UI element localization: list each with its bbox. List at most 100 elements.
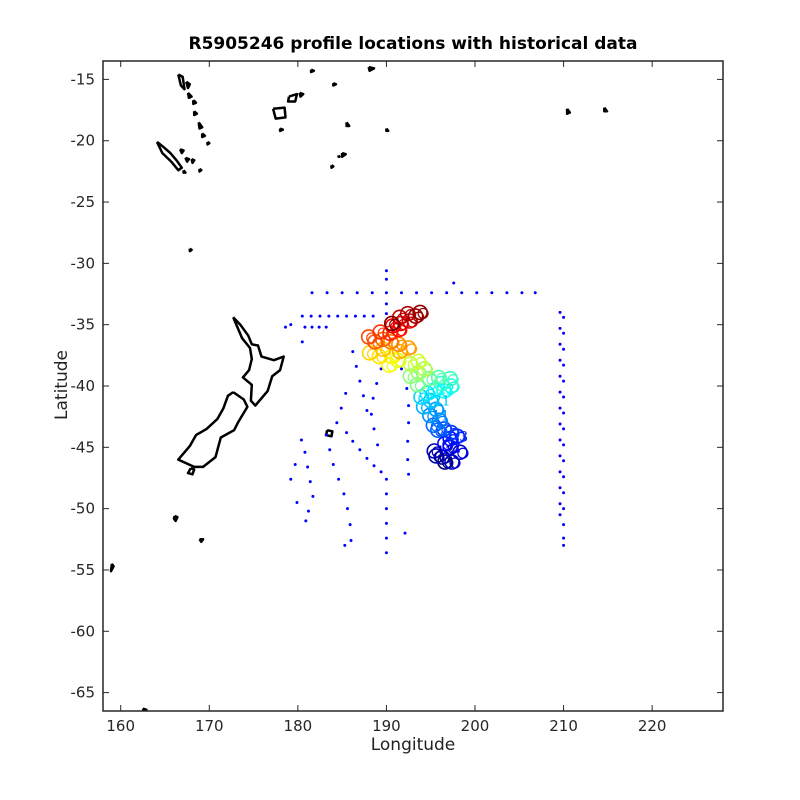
historical-point — [415, 291, 419, 295]
historical-point — [348, 523, 352, 527]
historical-point — [558, 390, 562, 394]
profile-marker-inner — [431, 446, 443, 458]
profile-number-label: 5 — [440, 423, 449, 439]
historical-point — [376, 443, 380, 447]
profile-marker-inner — [433, 404, 445, 416]
historical-point — [452, 281, 456, 285]
historical-point — [339, 406, 343, 410]
coastline-path — [184, 156, 191, 163]
y-tick-label: -40 — [71, 377, 96, 395]
profile-marker — [407, 308, 424, 324]
coastline-path — [271, 106, 287, 120]
coastline-path — [185, 80, 192, 90]
profile-marker — [372, 324, 389, 340]
coastline-path — [565, 108, 572, 115]
historical-point — [558, 374, 562, 378]
historical-point — [308, 480, 312, 484]
historical-point — [375, 382, 379, 386]
profile-marker — [431, 412, 448, 429]
historical-point — [399, 367, 403, 371]
chart-title: R5905246 profile locations with historic… — [188, 34, 638, 54]
historical-point — [558, 470, 562, 474]
y-tick-label: -60 — [71, 622, 96, 640]
historical-point — [562, 379, 566, 383]
historical-point — [562, 507, 566, 511]
x-tick-label: 220 — [638, 717, 667, 735]
historical-point — [353, 314, 357, 318]
historical-point — [317, 325, 321, 329]
historical-point — [344, 391, 348, 395]
historical-point — [384, 291, 388, 295]
x-tick-label: 200 — [461, 717, 490, 735]
historical-point — [327, 314, 331, 318]
historical-point — [558, 502, 562, 506]
coastline-path — [192, 110, 199, 117]
profile-marker-inner — [436, 415, 449, 427]
historical-point — [490, 291, 494, 295]
historical-point — [283, 325, 287, 329]
coastline-path — [278, 127, 285, 133]
coastline-path — [603, 106, 609, 113]
profile-marker-inner — [405, 309, 417, 321]
historical-point — [342, 492, 346, 496]
historical-point — [354, 364, 358, 368]
historical-point — [384, 312, 388, 316]
y-tick-label: -20 — [71, 132, 96, 150]
historical-point — [365, 409, 369, 413]
historical-point — [562, 347, 566, 351]
historical-point — [370, 291, 374, 295]
coastline-path — [155, 140, 184, 172]
historical-point — [369, 412, 373, 416]
y-tick-label: -50 — [71, 500, 96, 518]
historical-point — [371, 396, 375, 400]
historical-point — [384, 551, 388, 555]
historical-point — [403, 531, 407, 535]
y-axis-label: Latitude — [52, 350, 72, 420]
historical-point — [328, 448, 332, 452]
historical-point — [399, 291, 403, 295]
coastline-path — [188, 247, 193, 253]
historical-point — [345, 431, 349, 435]
coastline-path — [182, 169, 187, 174]
historical-point — [299, 438, 303, 442]
coastline-path — [109, 563, 115, 573]
profile-marker — [428, 401, 444, 418]
profile-number-label: 13 — [436, 444, 454, 460]
historical-point — [343, 543, 347, 547]
historical-point — [562, 363, 566, 367]
profile-marker-inner — [421, 364, 434, 376]
profile-marker — [443, 378, 459, 394]
coastline-path — [186, 92, 193, 100]
historical-point — [372, 427, 376, 431]
x-axis-label: Longitude — [370, 735, 456, 755]
coastline-path — [345, 121, 351, 128]
profile-marker — [444, 454, 460, 470]
historical-point — [558, 454, 562, 458]
historical-point — [306, 509, 310, 513]
historical-point — [558, 326, 562, 330]
historical-point — [533, 291, 537, 295]
coastline-path — [206, 140, 211, 146]
historical-point — [351, 350, 355, 354]
historical-point — [355, 291, 359, 295]
profile-marker-inner — [407, 359, 419, 371]
historical-point — [384, 536, 388, 540]
historical-point — [558, 310, 562, 314]
historical-point — [289, 323, 293, 327]
historical-point — [309, 314, 313, 318]
coastline-path — [324, 428, 334, 438]
coastline-path — [178, 148, 185, 155]
historical-point — [445, 291, 449, 295]
historical-point — [310, 325, 314, 329]
historical-point — [361, 394, 365, 398]
coastline-path — [172, 514, 179, 523]
profile-marker — [371, 348, 388, 365]
profile-number-label: 2 — [452, 440, 461, 456]
historical-point — [310, 291, 314, 295]
historical-point — [384, 277, 388, 281]
historical-point — [520, 291, 524, 295]
historical-point — [558, 342, 562, 346]
x-tick-label: 170 — [195, 717, 224, 735]
coastline-path — [340, 151, 347, 158]
